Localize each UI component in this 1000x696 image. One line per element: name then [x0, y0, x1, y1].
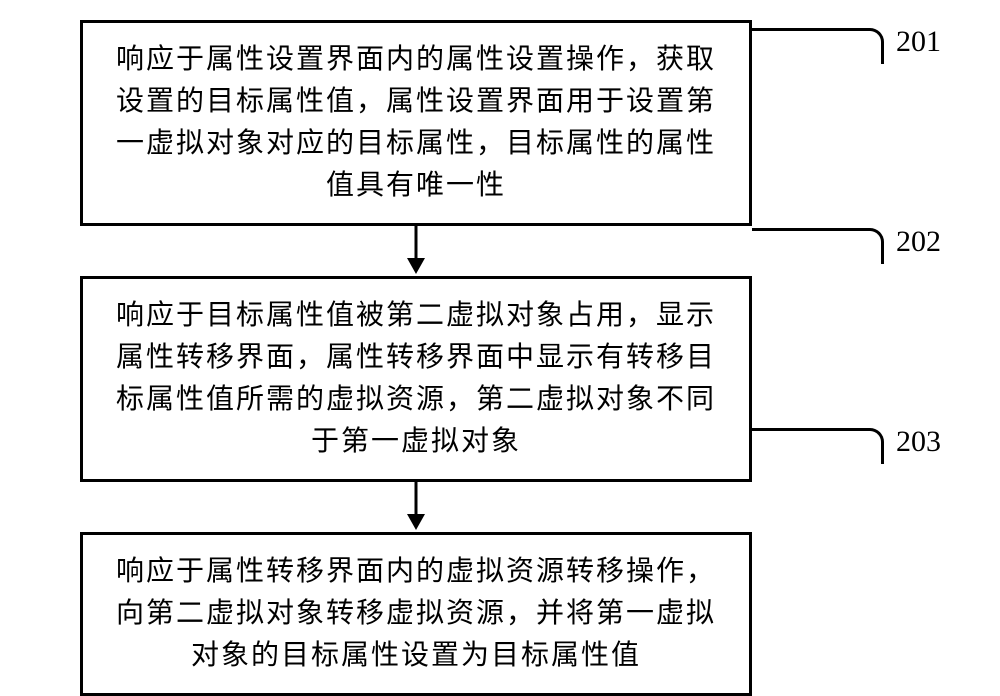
flowchart-container: 响应于属性设置界面内的属性设置操作，获取设置的目标属性值，属性设置界面用于设置第… [80, 20, 920, 696]
label-number-2: 202 [896, 225, 941, 259]
label-connector-3 [752, 428, 884, 464]
flow-step-2-text: 响应于目标属性值被第二虚拟对象占用，显示属性转移界面，属性转移界面中显示有转移目… [107, 295, 725, 463]
arrow-2-to-3 [80, 482, 752, 532]
flow-step-1: 响应于属性设置界面内的属性设置操作，获取设置的目标属性值，属性设置界面用于设置第… [80, 20, 752, 226]
arrow-down-icon [401, 226, 431, 276]
flow-step-3: 响应于属性转移界面内的虚拟资源转移操作，向第二虚拟对象转移虚拟资源，并将第一虚拟… [80, 532, 752, 696]
label-number-3: 203 [896, 425, 941, 459]
flow-step-3-text: 响应于属性转移界面内的虚拟资源转移操作，向第二虚拟对象转移虚拟资源，并将第一虚拟… [107, 551, 725, 677]
label-connector-1 [752, 28, 884, 64]
flow-step-2: 响应于目标属性值被第二虚拟对象占用，显示属性转移界面，属性转移界面中显示有转移目… [80, 276, 752, 482]
label-connector-2 [752, 228, 884, 264]
flow-step-1-text: 响应于属性设置界面内的属性设置操作，获取设置的目标属性值，属性设置界面用于设置第… [107, 39, 725, 207]
arrow-down-icon [401, 482, 431, 532]
label-number-1: 201 [896, 25, 941, 59]
arrow-1-to-2 [80, 226, 752, 276]
